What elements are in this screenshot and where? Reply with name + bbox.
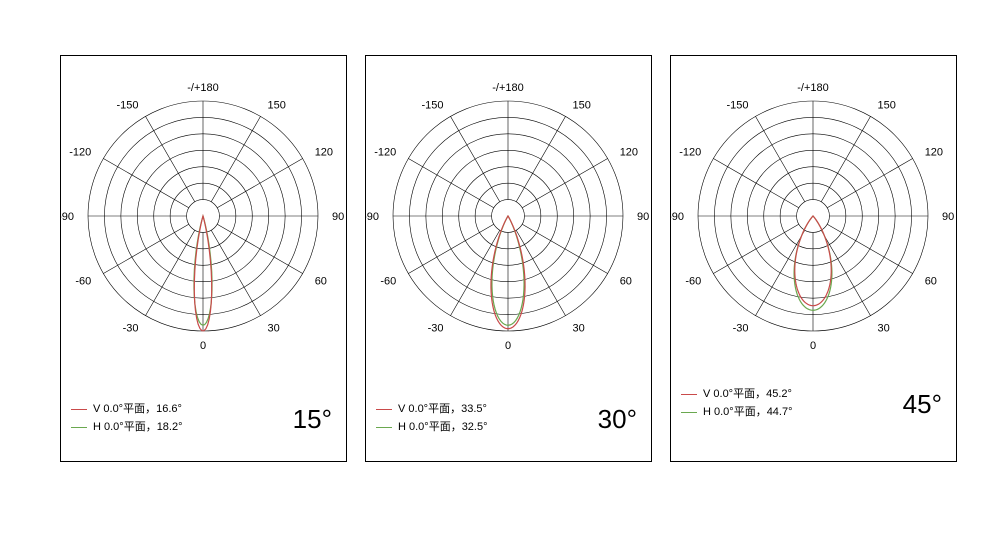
angle-tick-label: 120 — [315, 147, 333, 159]
legend-swatch — [681, 394, 697, 395]
legend-row: H 0.0°平面，32.5° — [376, 419, 488, 437]
angle-tick-label: -120 — [69, 147, 91, 159]
angle-tick-label: -90 — [671, 211, 684, 223]
angle-tick-label: -120 — [679, 147, 701, 159]
legend: V 0.0°平面，33.5°H 0.0°平面，32.5° — [376, 401, 488, 436]
angle-tick-label: 60 — [620, 276, 632, 288]
legend-text: V 0.0°平面，16.6° — [93, 401, 182, 419]
angle-tick-label: -60 — [380, 276, 396, 288]
angle-tick-label: 0 — [810, 340, 816, 352]
polar-chart-svg: -/+180 -150 -120 -90 -60 -30 0 30 60 90 120 150 — [366, 56, 651, 376]
beam-angle-label: 30° — [598, 404, 637, 435]
legend-swatch — [71, 427, 87, 428]
angle-tick-label: 0 — [505, 340, 511, 352]
angle-tick-label: 30 — [268, 323, 280, 335]
angle-tick-label: -120 — [374, 147, 396, 159]
legend-text: H 0.0°平面，18.2° — [93, 419, 183, 437]
legend-row: V 0.0°平面，45.2° — [681, 386, 793, 404]
angle-tick-label: -/+180 — [492, 82, 524, 94]
angle-tick-label: -90 — [61, 211, 74, 223]
legend: V 0.0°平面，45.2°H 0.0°平面，44.7° — [681, 386, 793, 421]
angle-tick-label: 30 — [573, 323, 585, 335]
legend-text: H 0.0°平面，44.7° — [703, 404, 793, 422]
legend: V 0.0°平面，16.6°H 0.0°平面，18.2° — [71, 401, 183, 436]
legend-row: V 0.0°平面，16.6° — [71, 401, 183, 419]
angle-tick-label: 60 — [315, 276, 327, 288]
angle-tick-label: 0 — [200, 340, 206, 352]
polar-chart-svg: -/+180 -150 -120 -90 -60 -30 0 30 60 90 120 150 — [61, 56, 346, 376]
angle-tick-label: 150 — [878, 99, 896, 111]
legend-swatch — [71, 409, 87, 410]
legend-row: V 0.0°平面，33.5° — [376, 401, 488, 419]
polar-chart-panel: -/+180 -150 -120 -90 -60 -30 0 30 60 90 120 150 V 0.… — [365, 55, 652, 462]
angle-tick-label: -30 — [123, 323, 139, 335]
legend-row: H 0.0°平面，18.2° — [71, 419, 183, 437]
beam-angle-label: 15° — [293, 404, 332, 435]
polar-chart-panel: -/+180 -150 -120 -90 -60 -30 0 30 60 90 120 150 V 0.… — [60, 55, 347, 462]
angle-tick-label: 90 — [332, 211, 344, 223]
beam-angle-label: 45° — [903, 389, 942, 420]
angle-tick-label: 150 — [268, 99, 286, 111]
angle-tick-label: 90 — [942, 211, 954, 223]
page: -/+180 -150 -120 -90 -60 -30 0 30 60 90 120 150 V 0.… — [0, 0, 1005, 550]
legend-swatch — [376, 427, 392, 428]
angle-tick-label: 120 — [620, 147, 638, 159]
angle-tick-label: -30 — [733, 323, 749, 335]
angle-tick-label: 30 — [878, 323, 890, 335]
angle-tick-label: -30 — [428, 323, 444, 335]
legend-swatch — [376, 409, 392, 410]
legend-text: H 0.0°平面，32.5° — [398, 419, 488, 437]
angle-tick-label: -60 — [685, 276, 701, 288]
angle-tick-label: 60 — [925, 276, 937, 288]
legend-text: V 0.0°平面，45.2° — [703, 386, 792, 404]
angle-tick-label: -60 — [75, 276, 91, 288]
legend-swatch — [681, 412, 697, 413]
polar-chart-panel: -/+180 -150 -120 -90 -60 -30 0 30 60 90 120 150 V 0.… — [670, 55, 957, 462]
angle-tick-label: -150 — [726, 99, 748, 111]
angle-tick-label: -/+180 — [187, 82, 219, 94]
angle-tick-label: 150 — [573, 99, 591, 111]
legend-row: H 0.0°平面，44.7° — [681, 404, 793, 422]
polar-chart-svg: -/+180 -150 -120 -90 -60 -30 0 30 60 90 120 150 — [671, 56, 956, 376]
angle-tick-label: 120 — [925, 147, 943, 159]
angle-tick-label: -/+180 — [797, 82, 829, 94]
angle-tick-label: 90 — [637, 211, 649, 223]
legend-text: V 0.0°平面，33.5° — [398, 401, 487, 419]
angle-tick-label: -150 — [116, 99, 138, 111]
angle-tick-label: -90 — [366, 211, 379, 223]
panels-row: -/+180 -150 -120 -90 -60 -30 0 30 60 90 120 150 V 0.… — [60, 55, 957, 462]
angle-tick-label: -150 — [421, 99, 443, 111]
